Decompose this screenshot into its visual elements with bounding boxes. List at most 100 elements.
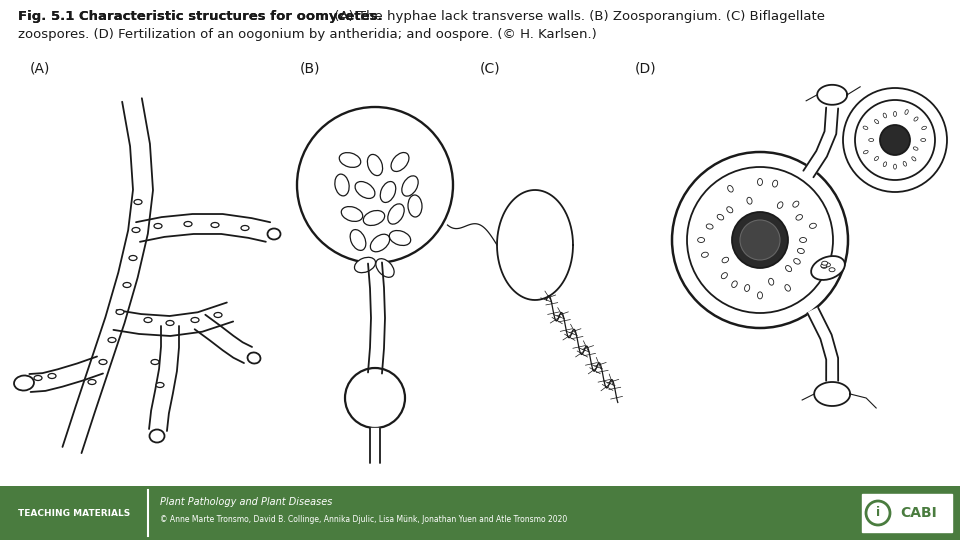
Ellipse shape [747,197,752,204]
Ellipse shape [268,228,280,240]
Polygon shape [814,382,851,406]
Polygon shape [804,107,838,177]
Bar [0,486,960,540]
Polygon shape [370,428,380,463]
Text: © Anne Marte Tronsmo, David B. Collinge, Annika Djulic, Lisa Münk, Jonathan Yuen: © Anne Marte Tronsmo, David B. Collinge,… [160,516,567,524]
Ellipse shape [778,202,783,208]
Ellipse shape [350,230,366,251]
Ellipse shape [798,248,804,254]
Ellipse shape [717,214,724,220]
Text: (A) The hyphae lack transverse walls. (B) Zoosporangium. (C) Biflagellate: (A) The hyphae lack transverse walls. (B… [330,10,825,23]
Ellipse shape [144,318,152,322]
Ellipse shape [191,318,199,322]
Circle shape [880,125,910,155]
Ellipse shape [335,174,349,196]
Ellipse shape [132,227,140,233]
Ellipse shape [894,111,897,117]
Ellipse shape [371,234,390,252]
Ellipse shape [732,281,737,287]
Ellipse shape [211,222,219,227]
Ellipse shape [800,238,806,242]
Ellipse shape [863,126,868,130]
Circle shape [843,88,947,192]
Ellipse shape [248,353,260,363]
Text: Plant Pathology and Plant Diseases: Plant Pathology and Plant Diseases [160,497,332,507]
Text: TEACHING MATERIALS: TEACHING MATERIALS [18,509,131,517]
Ellipse shape [728,186,733,192]
Circle shape [855,100,935,180]
Polygon shape [368,262,385,374]
Ellipse shape [875,119,878,124]
Ellipse shape [14,375,34,390]
Ellipse shape [154,224,162,228]
Ellipse shape [34,375,42,381]
Ellipse shape [722,257,729,263]
Ellipse shape [793,201,799,207]
Ellipse shape [773,180,778,187]
Ellipse shape [913,147,918,150]
Ellipse shape [402,176,419,196]
Ellipse shape [363,211,385,226]
Ellipse shape [757,292,762,299]
Text: zoospores. (D) Fertilization of an oogonium by antheridia; and oospore. (© H. Ka: zoospores. (D) Fertilization of an oogon… [18,28,597,41]
Ellipse shape [821,264,827,268]
Ellipse shape [745,285,750,292]
Ellipse shape [921,138,925,141]
Ellipse shape [134,199,142,205]
Ellipse shape [875,157,878,160]
Ellipse shape [99,360,107,365]
Ellipse shape [821,264,828,268]
Ellipse shape [914,117,918,121]
Ellipse shape [48,374,56,379]
Ellipse shape [184,221,192,226]
Ellipse shape [408,195,422,217]
Ellipse shape [116,309,124,314]
Ellipse shape [912,157,916,161]
Ellipse shape [150,429,164,442]
Ellipse shape [241,226,249,231]
Ellipse shape [903,161,906,166]
Polygon shape [62,98,153,453]
Polygon shape [149,326,179,431]
Text: (D): (D) [635,62,657,76]
Polygon shape [30,356,103,392]
Ellipse shape [214,313,222,318]
Ellipse shape [391,152,409,172]
Ellipse shape [757,179,762,185]
Ellipse shape [342,207,363,221]
Ellipse shape [822,261,828,265]
Ellipse shape [785,285,790,291]
Polygon shape [113,302,233,336]
Bar [862,494,952,532]
Polygon shape [807,308,838,381]
Polygon shape [497,190,573,300]
Text: Fig. 5.1 Characteristic structures for oomycetes.: Fig. 5.1 Characteristic structures for o… [18,10,383,23]
Circle shape [687,167,833,313]
Circle shape [740,220,780,260]
Ellipse shape [769,278,774,285]
Ellipse shape [794,259,801,264]
Text: i: i [876,507,880,519]
Polygon shape [195,315,252,363]
Polygon shape [136,214,270,242]
Ellipse shape [922,126,926,130]
Text: (B): (B) [300,62,321,76]
Ellipse shape [368,154,383,176]
Circle shape [732,212,788,268]
Ellipse shape [785,266,792,272]
Ellipse shape [811,256,845,280]
Ellipse shape [905,110,908,114]
Circle shape [297,107,453,263]
Ellipse shape [376,259,395,278]
Ellipse shape [388,204,404,224]
Ellipse shape [809,223,816,228]
Ellipse shape [156,382,164,388]
Ellipse shape [390,231,411,246]
Polygon shape [817,85,847,105]
Text: Fig. 5.1 Characteristic structures for oomycetes.: Fig. 5.1 Characteristic structures for o… [18,10,383,23]
Ellipse shape [869,138,874,141]
Ellipse shape [151,360,159,365]
Ellipse shape [702,252,708,258]
Ellipse shape [883,162,887,167]
Ellipse shape [829,268,835,272]
